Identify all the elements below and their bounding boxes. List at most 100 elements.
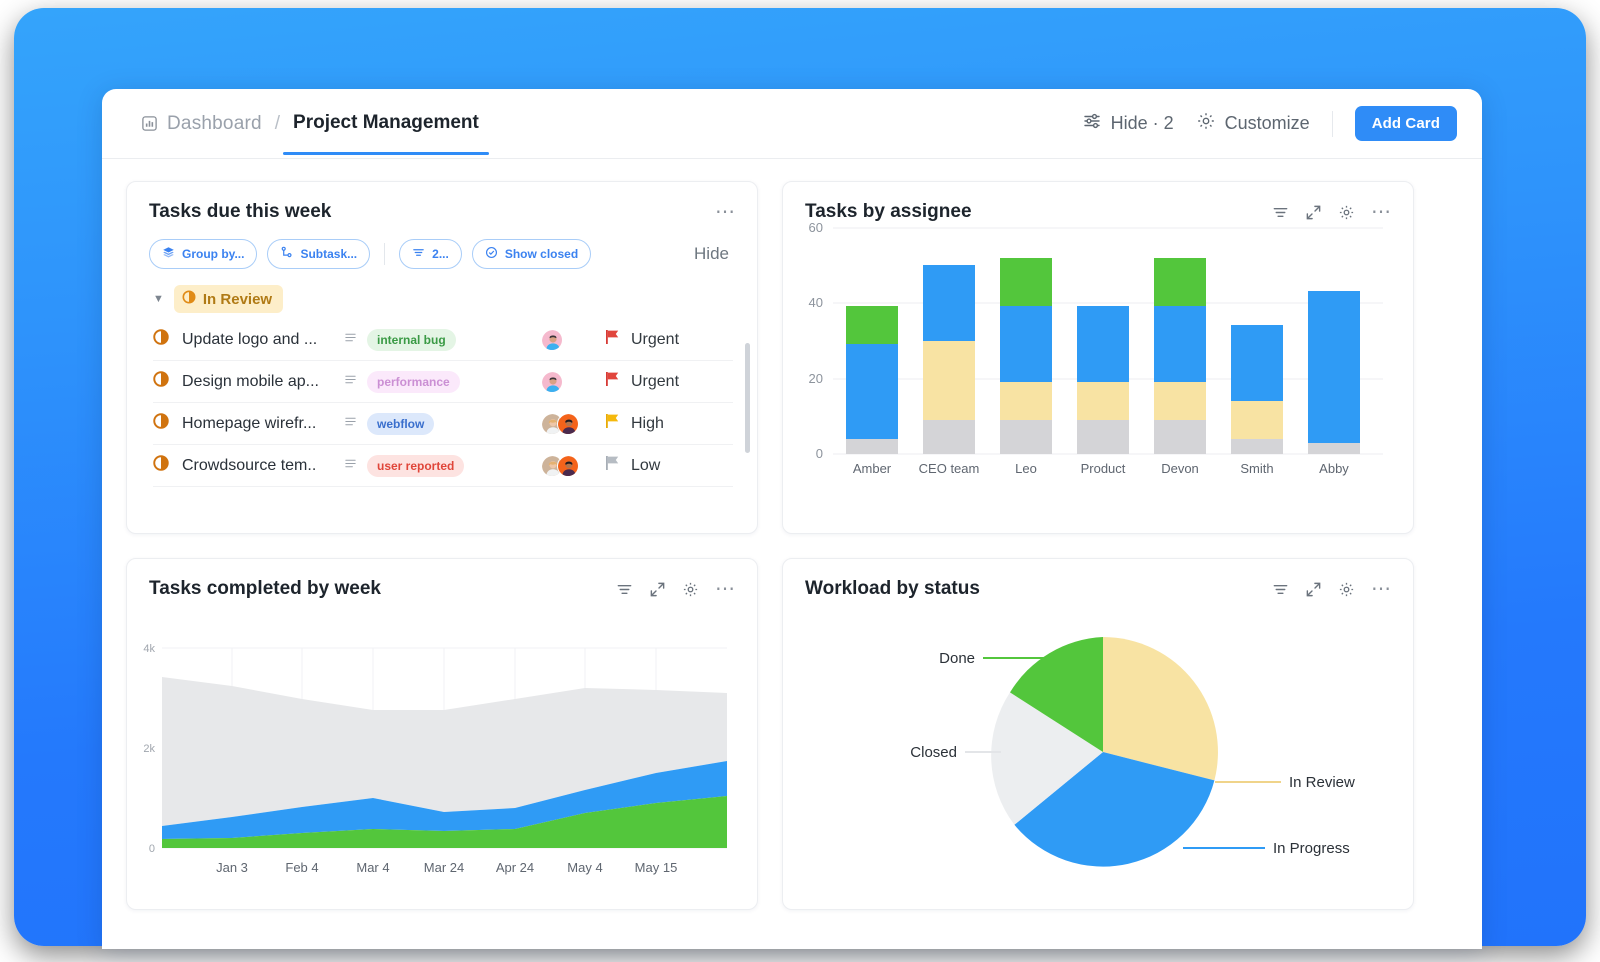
task-tag[interactable]: performance (367, 370, 460, 393)
customize-label: Customize (1224, 113, 1310, 133)
task-group-in-progress[interactable]: ▼ In Progress (127, 487, 757, 499)
table-row[interactable]: Update logo and ... internal bug (153, 319, 733, 361)
card-tasks-due-this-week: Tasks due this week ⋯ Group by... (126, 181, 758, 534)
table-row[interactable]: Homepage wirefr... webflow (153, 403, 733, 445)
workload-pie-chart: Done In Review Closed In Progress (783, 600, 1413, 905)
gear-icon (1196, 111, 1216, 136)
avatar (541, 370, 563, 393)
avatar-group[interactable] (541, 370, 605, 393)
tasks-list-scrollbar[interactable] (745, 343, 750, 453)
tasks-list-scroll-region: ▼ In Review Update logo and ... (127, 281, 757, 499)
svg-text:Devon: Devon (1161, 461, 1199, 476)
task-tag[interactable]: internal bug (367, 328, 456, 351)
show-closed-filter-label: Show closed (504, 247, 579, 261)
layers-icon (162, 246, 175, 262)
task-priority[interactable]: Urgent (605, 329, 733, 350)
svg-text:Closed: Closed (910, 744, 957, 761)
hide-label: Hide · 2 (1110, 113, 1174, 133)
svg-text:In Review: In Review (1289, 774, 1355, 791)
flag-icon-high (605, 413, 620, 434)
svg-text:Smith: Smith (1240, 461, 1273, 476)
count-filter-label: 2... (432, 247, 449, 261)
gear-icon[interactable] (1338, 581, 1355, 598)
task-priority[interactable]: Urgent (605, 371, 733, 392)
avatar-group[interactable] (541, 412, 605, 435)
sliders-icon (1082, 111, 1102, 136)
breadcrumb-current-tab[interactable]: Project Management (283, 112, 489, 155)
svg-text:Abby: Abby (1319, 461, 1349, 476)
flag-icon-urgent (605, 371, 620, 392)
expand-icon[interactable] (1305, 204, 1322, 221)
gear-icon[interactable] (682, 581, 699, 598)
ellipsis-icon[interactable]: ⋯ (715, 578, 737, 600)
table-row[interactable]: Design mobile ap... performance (153, 361, 733, 403)
svg-text:40: 40 (809, 295, 823, 310)
filter-icon[interactable] (1272, 204, 1289, 221)
svg-text:60: 60 (809, 223, 823, 235)
avatar (557, 412, 579, 435)
svg-text:4k: 4k (143, 643, 155, 655)
ellipsis-icon[interactable]: ⋯ (1371, 578, 1393, 600)
customize-button[interactable]: Customize (1196, 111, 1310, 136)
subtask-filter-label: Subtask... (300, 247, 358, 261)
count-filter[interactable]: 2... (399, 239, 462, 269)
tasks-hide-link[interactable]: Hide (694, 244, 729, 263)
app-panel: Dashboard / Project Management Hide · 2 (102, 89, 1482, 949)
chevron-down-icon[interactable]: ▼ (153, 293, 164, 305)
task-name: Crowdsource tem.. (182, 456, 317, 474)
add-card-button[interactable]: Add Card (1354, 106, 1457, 141)
tasks-filter-row: Group by... Subtask... (127, 223, 757, 269)
task-priority[interactable]: High (605, 413, 733, 434)
ellipsis-icon[interactable]: ⋯ (1371, 201, 1393, 223)
svg-text:Done: Done (939, 650, 975, 667)
workload-card-header: Workload by status ⋯ (783, 559, 1413, 600)
svg-text:Mar 4: Mar 4 (356, 860, 389, 875)
workload-card-title: Workload by status (805, 578, 980, 599)
task-priority[interactable]: Low (605, 455, 733, 476)
status-half-circle-icon (153, 371, 169, 392)
check-circle-icon (485, 246, 498, 262)
svg-text:CEO team: CEO team (919, 461, 980, 476)
card-tasks-completed-by-week: Tasks completed by week ⋯ (126, 558, 758, 910)
task-priority-label: Urgent (631, 330, 680, 348)
task-name: Design mobile ap... (182, 372, 319, 390)
header-actions: Hide · 2 Customize Add Card (1082, 106, 1457, 141)
show-closed-filter[interactable]: Show closed (471, 239, 592, 269)
avatar (541, 328, 563, 351)
assignee-card-title: Tasks by assignee (805, 201, 972, 222)
avatar-group[interactable] (541, 454, 605, 477)
workload-card-tools: ⋯ (1272, 578, 1393, 600)
status-half-circle-icon (153, 329, 169, 350)
avatar-group[interactable] (541, 328, 605, 351)
svg-text:May 4: May 4 (567, 860, 602, 875)
breadcrumb-separator: / (274, 112, 281, 134)
hide-button[interactable]: Hide · 2 (1082, 111, 1174, 136)
dashboard-grid: Tasks due this week ⋯ Group by... (102, 159, 1482, 910)
breadcrumb: Dashboard / Project Management (140, 102, 489, 155)
task-priority-label: High (631, 414, 664, 432)
svg-text:2k: 2k (143, 743, 155, 755)
tasks-card-title: Tasks due this week (149, 201, 332, 222)
group-by-filter[interactable]: Group by... (149, 239, 258, 269)
description-icon (344, 373, 357, 391)
svg-text:0: 0 (816, 446, 823, 461)
subtask-filter[interactable]: Subtask... (267, 239, 371, 269)
ellipsis-icon[interactable]: ⋯ (715, 201, 737, 223)
breadcrumb-root[interactable]: Dashboard (167, 112, 262, 134)
filter-icon[interactable] (616, 581, 633, 598)
gear-icon[interactable] (1338, 204, 1355, 221)
task-name: Homepage wirefr... (182, 414, 317, 432)
assignee-card-header: Tasks by assignee ⋯ (783, 182, 1413, 223)
filter-divider (384, 243, 386, 265)
expand-icon[interactable] (1305, 581, 1322, 598)
task-tag[interactable]: user reported (367, 454, 465, 477)
app-header: Dashboard / Project Management Hide · 2 (102, 89, 1482, 159)
task-tag[interactable]: webflow (367, 412, 435, 435)
status-half-circle-icon (153, 455, 169, 476)
task-group-in-review[interactable]: ▼ In Review (127, 281, 757, 319)
expand-icon[interactable] (649, 581, 666, 598)
filter-icon[interactable] (1272, 581, 1289, 598)
flag-icon-low (605, 455, 620, 476)
task-priority-label: Urgent (631, 372, 680, 390)
table-row[interactable]: Crowdsource tem.. user reported (153, 445, 733, 487)
